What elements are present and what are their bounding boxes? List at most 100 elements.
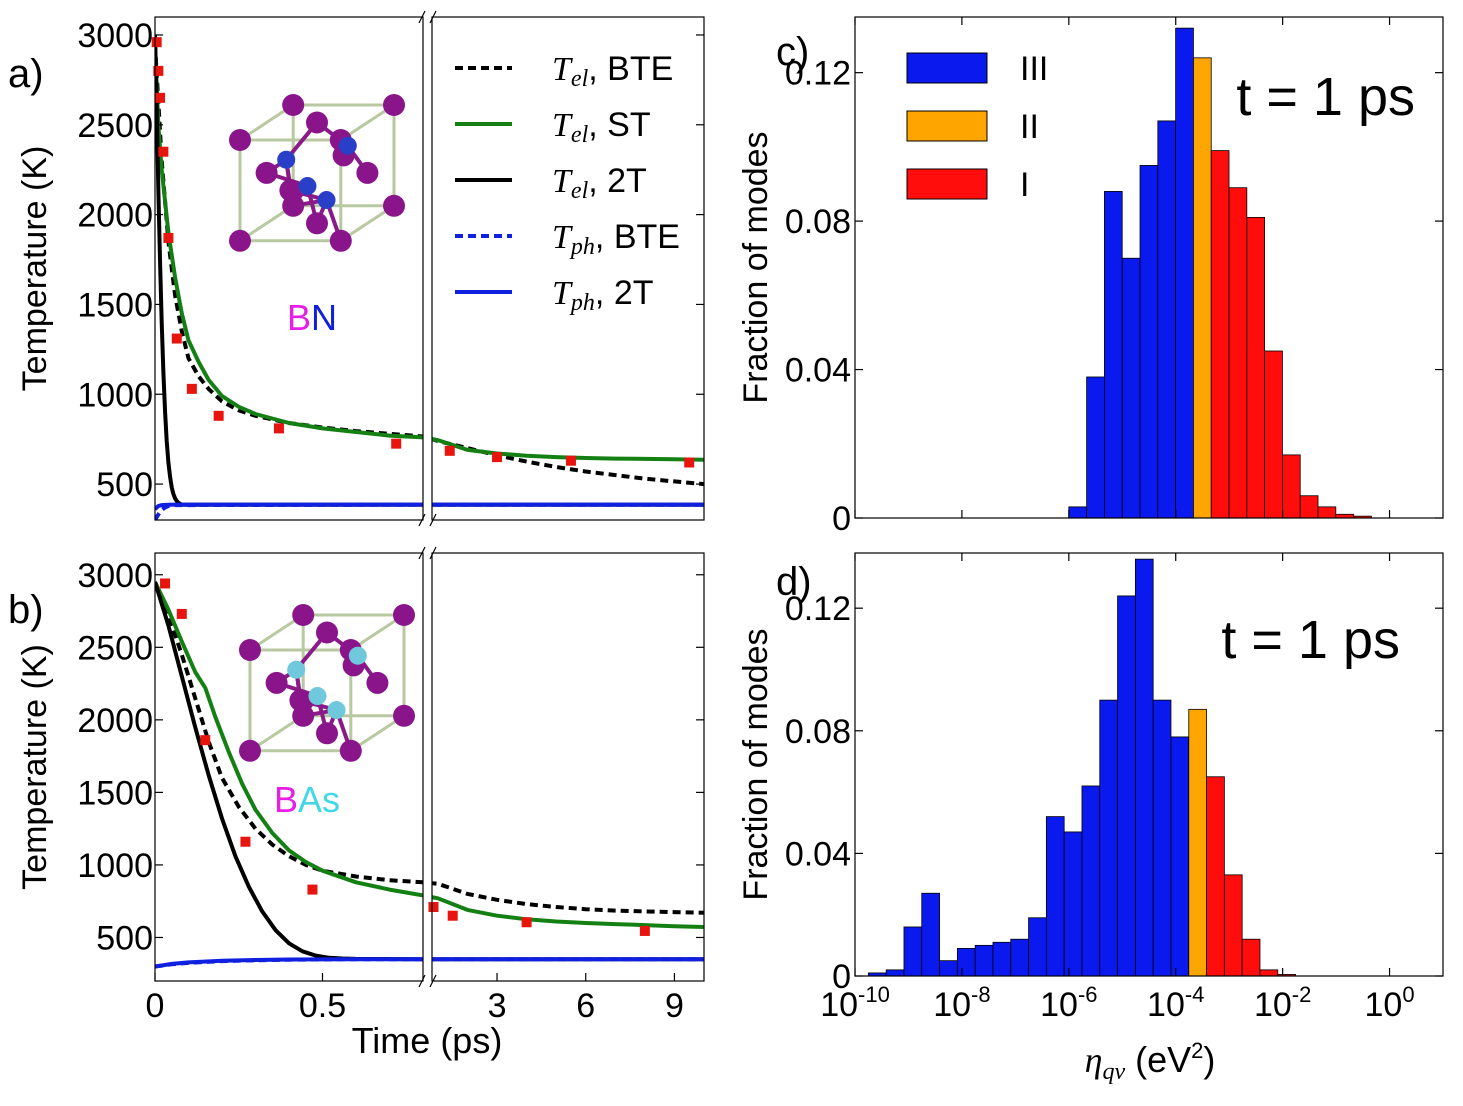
x-axis-label: ηqν (eV2) [1085, 1038, 1216, 1085]
anion-atom [287, 660, 306, 679]
data-marker [444, 445, 455, 456]
material-label: BN [287, 297, 337, 338]
histogram-bar [1081, 785, 1101, 977]
boron-atom [316, 722, 338, 745]
tick-base: 10 [933, 986, 971, 1024]
boron-atom [393, 604, 415, 626]
histogram-bar [1210, 150, 1230, 519]
axes-frame-right [431, 552, 705, 982]
boron-atom [239, 739, 261, 762]
histogram-bar [1117, 595, 1136, 977]
anion-atom [298, 177, 317, 196]
y-axis-label: Fraction of modes [737, 131, 775, 403]
axis-break-mark [429, 513, 437, 527]
histogram-bar [1259, 969, 1279, 977]
axes-frame [854, 552, 1444, 977]
histogram-bar [1121, 257, 1141, 519]
x-tick-label: 10-2 [1254, 982, 1311, 1024]
boron-atom [306, 212, 328, 235]
histogram-bar [1134, 558, 1154, 977]
legend-swatch-1 [906, 110, 988, 142]
data-marker [447, 910, 458, 921]
legend-label-1: II [1020, 108, 1039, 146]
y-tick-label: 2500 [77, 629, 153, 667]
axis-break-mark [429, 10, 437, 24]
boron-atom [306, 111, 328, 134]
axes-frame [854, 16, 1444, 519]
histogram-bar [1170, 736, 1190, 977]
histogram-bar [1175, 27, 1194, 519]
histogram-bar [1104, 191, 1123, 519]
boron-atom [366, 671, 389, 694]
data-marker [163, 232, 174, 243]
data-marker [240, 836, 251, 847]
histogram-bar [921, 892, 940, 977]
data-marker [160, 578, 171, 589]
legend-label-0: III [1020, 50, 1048, 88]
panel-label: d) [776, 560, 812, 604]
data-marker [155, 92, 166, 103]
x-tick-label: 9 [665, 987, 684, 1025]
series-line-0 [155, 581, 423, 885]
x-axis-label: Time (ps) [352, 1020, 503, 1061]
x-tick-label: 0.5 [299, 987, 346, 1025]
tick-exponent: -4 [1185, 982, 1205, 1007]
data-marker [428, 902, 439, 913]
axis-break-mark [418, 546, 426, 560]
legend-math: T [552, 275, 573, 312]
tick-exponent: -2 [1292, 982, 1312, 1007]
histogram-bar [939, 960, 958, 977]
legend-suffix: , ST [588, 106, 650, 144]
histogram-bar [1152, 699, 1172, 977]
series-line-4 [155, 502, 423, 511]
legend-suffix: , BTE [595, 218, 680, 256]
tick-base: 10 [1365, 986, 1403, 1024]
data-marker [684, 457, 695, 468]
boron-atom [279, 179, 302, 202]
material-label-part: B [287, 297, 311, 338]
histogram-bar [1139, 165, 1159, 519]
y-tick-label: 0.04 [785, 835, 851, 873]
boron-atom [316, 621, 338, 644]
data-marker [391, 438, 402, 449]
y-tick-label: 0.04 [785, 352, 851, 390]
x-tick-label: 6 [576, 987, 595, 1025]
data-marker [151, 37, 162, 48]
y-tick-label: 3000 [77, 557, 153, 595]
legend-suffix: , 2T [588, 162, 647, 200]
anion-atom [327, 701, 346, 720]
axis-break-mark [429, 974, 437, 988]
data-marker [521, 917, 532, 928]
histogram-bar [1028, 917, 1047, 977]
xlabel-sup: 2 [1191, 1038, 1203, 1063]
legend-math: T [552, 219, 573, 256]
time-annotation: t = 1 ps [1236, 67, 1415, 127]
legend-label-4: Tph, 2T [552, 274, 654, 316]
series-line-0 [155, 43, 423, 439]
y-tick-label: 1000 [77, 847, 153, 885]
series-line-1 [155, 581, 423, 898]
y-tick-label: 2000 [77, 702, 153, 740]
boron-atom [329, 229, 352, 252]
histogram-bar [1157, 120, 1177, 519]
y-tick-label: 500 [96, 466, 153, 504]
y-tick-label: 1500 [77, 286, 153, 324]
boron-atom [289, 689, 312, 712]
anion-atom [338, 136, 357, 155]
y-tick-label: 3000 [77, 17, 153, 55]
tick-base: 10 [820, 986, 858, 1024]
histogram-bar [956, 948, 976, 977]
histogram-bar [1241, 938, 1261, 977]
legend-label-2: Tel, 2T [552, 162, 647, 204]
boron-atom [229, 129, 251, 151]
y-tick-label: 0 [832, 958, 851, 996]
series-line-3 [432, 502, 704, 507]
legend-suffix: , 2T [595, 274, 654, 312]
legend-swatch-0 [906, 52, 988, 84]
legend-math: T [552, 51, 573, 88]
legend-label-2: I [1020, 166, 1029, 204]
histogram-bar [1299, 495, 1319, 519]
tick-exponent: -8 [971, 982, 991, 1007]
